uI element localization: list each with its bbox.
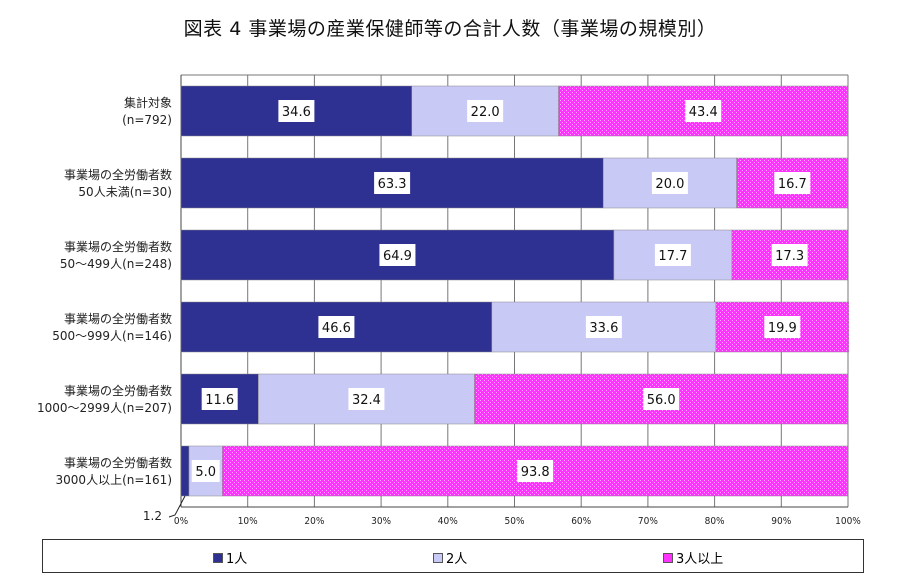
data-label-box: [467, 100, 504, 122]
legend: 1人 2人 3人以上: [42, 539, 864, 573]
data-label: 17.3: [775, 249, 804, 264]
legend-swatch: [433, 552, 443, 563]
data-label: 17.7: [658, 249, 687, 264]
data-label: 56.0: [647, 393, 676, 408]
legend-label: 1人: [226, 552, 248, 567]
data-label: 63.3: [378, 177, 407, 192]
category-label: 事業場の全労働者数: [64, 455, 172, 470]
legend-swatch: [213, 552, 223, 563]
callout-line: [168, 495, 186, 518]
x-tick-label: 20%: [304, 516, 324, 527]
data-label-box: [774, 172, 811, 194]
data-label: 32.4: [352, 393, 381, 408]
category-label: 事業場の全労働者数: [64, 311, 172, 326]
data-label-box: [651, 172, 688, 194]
category-label: 50～499人(n=248): [60, 257, 172, 271]
category-label: (n=792): [122, 113, 172, 127]
bar-segment: [180, 445, 190, 497]
category-label: 1000～2999人(n=207): [37, 401, 172, 415]
x-tick-label: 60%: [571, 516, 591, 527]
data-label: 43.4: [689, 105, 718, 120]
data-label: 11.6: [205, 393, 234, 408]
category-label: 事業場の全労働者数: [64, 383, 172, 398]
legend-item: 3人以上: [663, 548, 723, 567]
category-label: 500～999人(n=146): [52, 329, 172, 343]
data-label-box: [685, 100, 722, 122]
data-label-box: [379, 244, 416, 266]
data-label-box: [201, 388, 238, 410]
legend-swatch: [663, 552, 673, 563]
data-label: 16.7: [778, 177, 807, 192]
legend-label: 2人: [446, 552, 468, 567]
data-label-box: [771, 244, 808, 266]
data-label: 64.9: [383, 249, 412, 264]
category-label: 集計対象: [124, 95, 172, 110]
data-label: 19.9: [768, 321, 797, 336]
data-label-box: [654, 244, 691, 266]
data-label-box: [517, 460, 554, 482]
data-label: 93.8: [521, 465, 550, 480]
x-tick-label: 50%: [505, 516, 525, 527]
legend-item: 1人: [213, 548, 247, 567]
x-tick-label: 10%: [238, 516, 258, 527]
category-label: 事業場の全労働者数: [64, 239, 172, 254]
data-label-box: [374, 172, 411, 194]
x-tick-label: 40%: [438, 516, 458, 527]
chart-title: 図表 4 事業場の産業保健師等の合計人数（事業場の規模別）: [183, 18, 717, 40]
data-label-box: [191, 460, 220, 482]
category-label: 3000人以上(n=161): [56, 473, 172, 487]
data-label: 1.2: [143, 509, 162, 523]
data-label: 22.0: [471, 105, 500, 120]
data-label: 46.6: [322, 321, 351, 336]
data-label: 34.6: [282, 105, 311, 120]
data-label: 33.6: [589, 321, 618, 336]
x-tick-label: 30%: [371, 516, 391, 527]
data-label-box: [643, 388, 680, 410]
data-label-box: [318, 316, 355, 338]
data-label-box: [278, 100, 315, 122]
x-tick-label: 70%: [638, 516, 658, 527]
category-label: 50人未満(n=30): [78, 185, 172, 199]
data-label: 5.0: [195, 465, 216, 480]
x-tick-label: 0%: [174, 516, 189, 527]
data-label-box: [764, 316, 801, 338]
category-label: 事業場の全労働者数: [64, 167, 172, 182]
x-tick-label: 90%: [771, 516, 791, 527]
x-tick-label: 100%: [835, 516, 861, 527]
legend-label: 3人以上: [676, 552, 724, 567]
legend-item: 2人: [433, 548, 467, 567]
x-tick-label: 80%: [705, 516, 725, 527]
data-label: 20.0: [655, 177, 684, 192]
data-label-box: [348, 388, 385, 410]
data-label-box: [585, 316, 622, 338]
